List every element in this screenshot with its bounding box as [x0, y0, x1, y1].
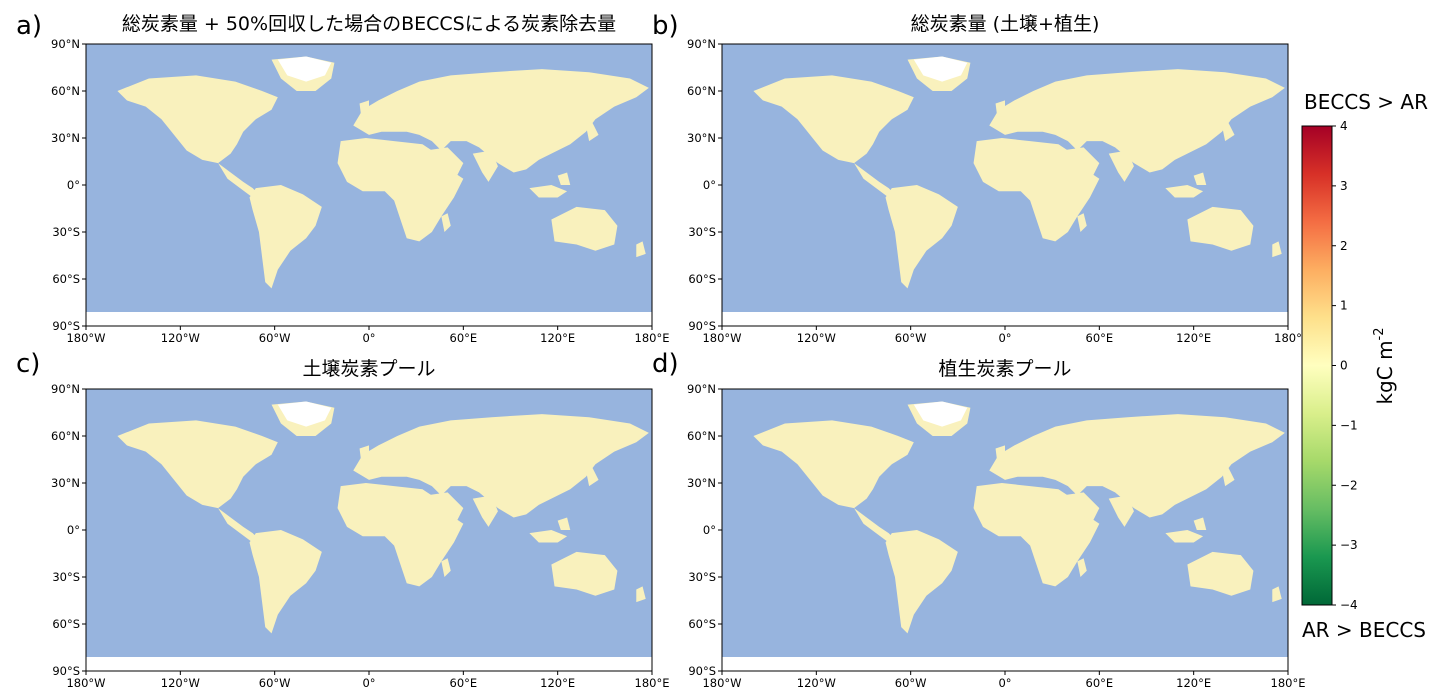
lat-tick-label: 60°N	[51, 429, 80, 443]
panel-letter: a)	[16, 11, 42, 41]
lat-tick-label: 30°S	[688, 225, 716, 239]
lon-tick-label: 60°E	[450, 676, 478, 690]
lat-tick-label: 30°S	[688, 570, 716, 584]
lon-tick-label: 180°W	[66, 676, 105, 690]
lon-tick-label: 60°W	[895, 676, 927, 690]
colorbar-gradient	[1301, 125, 1333, 606]
lon-tick-label: 120°E	[1176, 676, 1211, 690]
panel-title: 総炭素量 + 50%回収した場合のBECCSによる炭素除去量	[122, 13, 616, 35]
colorbar-tick-label: 1	[1340, 299, 1348, 313]
panel-title: 総炭素量 (土壌+植生)	[911, 13, 1100, 35]
lat-tick-label: 90°S	[52, 664, 80, 678]
panel-letter: c)	[16, 349, 40, 379]
antarctica	[86, 312, 652, 326]
panel-letter: b)	[652, 11, 679, 41]
lon-tick-label: 0°	[998, 676, 1011, 690]
lat-tick-label: 0°	[67, 178, 80, 192]
lat-tick-label: 0°	[703, 523, 716, 537]
colorbar-title: kgC m-2	[1372, 327, 1397, 404]
lat-tick-label: 30°N	[51, 476, 80, 490]
lon-tick-label: 180°E	[635, 676, 670, 690]
antarctica	[86, 657, 652, 671]
lon-tick-label: 180°W	[702, 676, 741, 690]
colorbar-top-label: BECCS > AR	[1304, 90, 1428, 114]
map-panel-1: a) 総炭素量 + 50%回収した場合のBECCSによる炭素除去量 90°N 60°N…	[16, 11, 669, 345]
map-area	[722, 389, 1288, 671]
map-area	[86, 389, 652, 671]
colorbar-bottom-label: AR > BECCS	[1302, 618, 1426, 642]
lon-tick-label: 0°	[998, 331, 1011, 345]
colorbar-tick-label: −4	[1340, 598, 1358, 612]
lat-tick-label: 60°S	[688, 272, 716, 286]
lat-tick-label: 90°S	[688, 319, 716, 333]
map-panel-3: c) 土壌炭素プール 90°N 60°N 30°N 0° 30°S 60°S 90°S180°W…	[16, 349, 669, 690]
colorbar-tick-label: −3	[1340, 538, 1358, 552]
lon-tick-label: 180°	[1274, 331, 1302, 345]
colorbar-tick-label: 4	[1340, 119, 1348, 133]
lon-tick-label: 120°W	[161, 676, 200, 690]
lon-tick-label: 120°W	[797, 676, 836, 690]
map-area	[722, 44, 1288, 326]
lat-tick-label: 30°S	[52, 225, 80, 239]
lat-tick-label: 90°N	[687, 382, 716, 396]
greenland-ice	[277, 401, 332, 427]
lat-tick-label: 0°	[67, 523, 80, 537]
lat-tick-label: 60°N	[687, 429, 716, 443]
lon-tick-label: 180°E	[635, 331, 670, 345]
lon-tick-label: 60°W	[259, 331, 291, 345]
lat-tick-label: 0°	[703, 178, 716, 192]
lon-tick-label: 120°W	[797, 331, 836, 345]
lon-tick-label: 0°	[362, 676, 375, 690]
lat-tick-label: 30°N	[687, 476, 716, 490]
panel-letter: d)	[652, 349, 679, 379]
lat-tick-label: 30°S	[52, 570, 80, 584]
lon-tick-label: 120°E	[540, 676, 575, 690]
map-panel-4: d) 植生炭素プール 90°N 60°N 30°N 0° 30°S 60°S 90°S180°W…	[652, 349, 1305, 690]
colorbar-tick-label: 2	[1340, 239, 1348, 253]
lon-tick-label: 180°E	[1271, 676, 1306, 690]
colorbar-ticks: 4 3 2 1 0 −1 −2 −3 −4	[1332, 119, 1358, 612]
lon-tick-label: 0°	[362, 331, 375, 345]
lon-tick-label: 120°E	[540, 331, 575, 345]
lat-tick-label: 90°N	[687, 37, 716, 51]
greenland-ice	[277, 56, 332, 82]
map-panel-2: b) 総炭素量 (土壌+植生) 90°N 60°N 30°N 0° 30°S 60°S 90°S…	[652, 11, 1302, 345]
lat-tick-label: 60°S	[688, 617, 716, 631]
colorbar: BECCS > AR 4 3 2 1 0 −1 −2 −3 −4 kgC m-2 AR > BE…	[1301, 90, 1428, 642]
lat-tick-label: 60°N	[687, 84, 716, 98]
antarctica	[722, 312, 1288, 326]
lat-tick-label: 60°S	[52, 617, 80, 631]
greenland-ice	[913, 56, 968, 82]
lat-tick-label: 30°N	[687, 131, 716, 145]
panel-title: 植生炭素プール	[938, 358, 1071, 380]
lat-tick-label: 90°N	[51, 37, 80, 51]
lon-tick-label: 60°E	[450, 331, 478, 345]
colorbar-tick-label: −1	[1340, 418, 1358, 432]
map-panels: a) 総炭素量 + 50%回収した場合のBECCSによる炭素除去量 90°N 60°N…	[16, 11, 1305, 690]
colorbar-tick-label: −2	[1340, 478, 1358, 492]
lat-tick-label: 90°S	[688, 664, 716, 678]
lat-tick-label: 90°S	[52, 319, 80, 333]
lat-tick-label: 60°N	[51, 84, 80, 98]
lon-tick-label: 120°E	[1176, 331, 1211, 345]
antarctica	[722, 657, 1288, 671]
panel-title: 土壌炭素プール	[302, 358, 435, 380]
colorbar-tick-label: 0	[1340, 359, 1348, 373]
lon-tick-label: 180°W	[66, 331, 105, 345]
colorbar-tick-label: 3	[1340, 179, 1348, 193]
lon-tick-label: 120°W	[161, 331, 200, 345]
lon-tick-label: 180°W	[702, 331, 741, 345]
lon-tick-label: 60°W	[895, 331, 927, 345]
lon-tick-label: 60°W	[259, 676, 291, 690]
lat-tick-label: 90°N	[51, 382, 80, 396]
lat-tick-label: 30°N	[51, 131, 80, 145]
greenland-ice	[913, 401, 968, 427]
lat-tick-label: 60°S	[52, 272, 80, 286]
map-area	[86, 44, 652, 326]
lon-tick-label: 60°E	[1086, 676, 1114, 690]
lon-tick-label: 60°E	[1086, 331, 1114, 345]
